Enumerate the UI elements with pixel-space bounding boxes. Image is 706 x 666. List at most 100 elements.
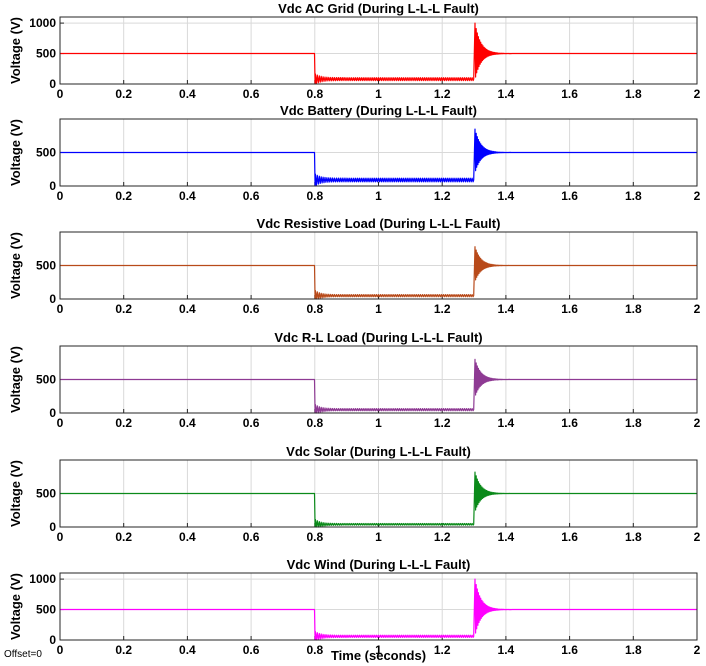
x-tick-label: 2 — [694, 643, 701, 657]
x-tick-label: 1.8 — [625, 189, 642, 203]
offset-label: Offset=0 — [4, 649, 42, 660]
x-tick-label: 0.4 — [179, 302, 196, 316]
x-tick-label: 1.4 — [498, 189, 515, 203]
panel-title: Vdc Resistive Load (During L-L-L Fault) — [257, 216, 501, 231]
x-tick-label: 0 — [57, 530, 64, 544]
x-tick-label: 0.6 — [243, 416, 260, 430]
x-tick-label: 0.8 — [306, 302, 323, 316]
x-tick-label: 2 — [694, 87, 701, 101]
x-tick-label: 1.6 — [561, 87, 578, 101]
x-tick-label: 0.2 — [115, 302, 132, 316]
panel-title: Vdc Wind (During L-L-L Fault) — [287, 557, 471, 572]
x-axis-label: Time (seconds) — [331, 648, 426, 663]
x-tick-label: 1.8 — [625, 87, 642, 101]
x-tick-label: 0.4 — [179, 530, 196, 544]
x-tick-label: 0.6 — [243, 302, 260, 316]
series-line — [60, 471, 697, 528]
x-tick-label: 0.2 — [115, 416, 132, 430]
x-tick-label: 0.8 — [306, 530, 323, 544]
y-tick-label: 0 — [49, 406, 56, 420]
x-tick-label: 1.2 — [434, 416, 451, 430]
x-tick-label: 0.2 — [115, 530, 132, 544]
y-tick-label: 500 — [36, 146, 56, 160]
x-tick-label: 1 — [375, 416, 382, 430]
x-tick-label: 1 — [375, 302, 382, 316]
x-tick-label: 0.2 — [115, 189, 132, 203]
x-tick-label: 1.6 — [561, 416, 578, 430]
x-tick-label: 2 — [694, 416, 701, 430]
y-tick-label: 500 — [36, 47, 56, 61]
x-tick-label: 0 — [57, 643, 64, 657]
y-axis-label: Voltage (V) — [8, 232, 23, 299]
plot-border — [59, 16, 698, 85]
x-tick-label: 0.6 — [243, 87, 260, 101]
x-tick-label: 1.4 — [498, 302, 515, 316]
x-tick-label: 0 — [57, 189, 64, 203]
y-tick-label: 0 — [49, 292, 56, 306]
series-line — [60, 128, 697, 187]
x-tick-label: 0.8 — [306, 87, 323, 101]
y-tick-label: 1000 — [29, 16, 56, 30]
x-tick-label: 1.8 — [625, 416, 642, 430]
x-tick-label: 1.8 — [625, 643, 642, 657]
x-tick-label: 1.2 — [434, 189, 451, 203]
y-axis-label: Voltage (V) — [8, 119, 23, 186]
series-line — [60, 358, 697, 414]
x-tick-label: 1.2 — [434, 530, 451, 544]
x-tick-label: 2 — [694, 302, 701, 316]
y-tick-label: 500 — [36, 373, 56, 387]
x-tick-label: 1.2 — [434, 302, 451, 316]
plot-border — [59, 231, 698, 300]
y-tick-label: 0 — [49, 633, 56, 647]
panel-5: 0 0.2 0.4 0.6 0.8 1 1.2 1.4 1.6 1.8 2 0 500 Vdc Solar… — [8, 444, 701, 544]
panel-4: 0 0.2 0.4 0.6 0.8 1 1.2 1.4 1.6 1.8 2 0 500 Vdc R-L L… — [8, 330, 701, 430]
x-tick-label: 0.2 — [115, 87, 132, 101]
x-tick-label: 1 — [375, 643, 382, 657]
x-tick-label: 1 — [375, 530, 382, 544]
series-line — [60, 578, 697, 641]
y-tick-label: 0 — [49, 520, 56, 534]
panel-title: Vdc AC Grid (During L-L-L Fault) — [278, 1, 479, 16]
y-tick-label: 0 — [49, 77, 56, 91]
x-tick-label: 0.4 — [179, 189, 196, 203]
x-tick-label: 1.6 — [561, 189, 578, 203]
x-tick-label: 0.4 — [179, 643, 196, 657]
x-tick-label: 0.8 — [306, 643, 323, 657]
x-tick-label: 1.8 — [625, 302, 642, 316]
x-tick-label: 1.8 — [625, 530, 642, 544]
x-tick-label: 1.2 — [434, 643, 451, 657]
panel-title: Vdc R-L Load (During L-L-L Fault) — [274, 330, 482, 345]
x-tick-label: 1.2 — [434, 87, 451, 101]
series-line — [60, 246, 697, 300]
panel-6: 0 0.2 0.4 0.6 0.8 1 1.2 1.4 1.6 1.8 2 0 500 1000 Vdc W… — [8, 557, 701, 657]
x-tick-label: 1.6 — [561, 302, 578, 316]
plot-border — [59, 345, 698, 414]
panel-1: 0 0.2 0.4 0.6 0.8 1 1.2 1.4 1.6 1.8 2 0 500 1000 Vdc A… — [8, 1, 701, 101]
x-tick-label: 1.4 — [498, 416, 515, 430]
x-tick-label: 1 — [375, 87, 382, 101]
x-tick-label: 0.4 — [179, 87, 196, 101]
series-line — [60, 22, 697, 85]
x-tick-label: 1.4 — [498, 87, 515, 101]
x-tick-label: 1.4 — [498, 530, 515, 544]
x-tick-label: 0.4 — [179, 416, 196, 430]
x-tick-label: 2 — [694, 530, 701, 544]
y-tick-label: 500 — [36, 259, 56, 273]
y-axis-label: Voltage (V) — [8, 346, 23, 413]
x-tick-label: 0.6 — [243, 530, 260, 544]
y-tick-label: 500 — [36, 603, 56, 617]
plot-border — [59, 118, 698, 187]
x-tick-label: 0.8 — [306, 189, 323, 203]
x-tick-label: 1.6 — [561, 643, 578, 657]
panel-3: 0 0.2 0.4 0.6 0.8 1 1.2 1.4 1.6 1.8 2 0 500 Vdc Resis… — [8, 216, 701, 316]
x-tick-label: 0.2 — [115, 643, 132, 657]
y-tick-label: 0 — [49, 179, 56, 193]
x-tick-label: 0 — [57, 416, 64, 430]
plot-border — [59, 572, 698, 641]
x-tick-label: 0.8 — [306, 416, 323, 430]
x-tick-label: 0.6 — [243, 189, 260, 203]
x-tick-label: 0 — [57, 302, 64, 316]
x-tick-label: 2 — [694, 189, 701, 203]
y-axis-label: Voltage (V) — [8, 17, 23, 84]
